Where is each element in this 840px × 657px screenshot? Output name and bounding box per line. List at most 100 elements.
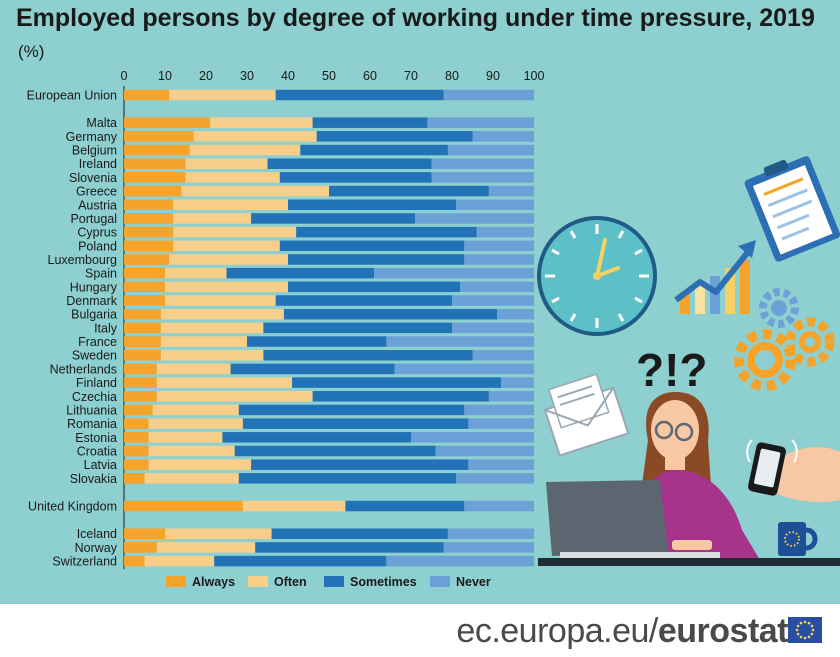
category-label: Czechia	[72, 390, 117, 404]
bar-segment-never	[447, 528, 534, 539]
bar-segment-always	[124, 213, 174, 224]
bar-segment-never	[456, 199, 534, 211]
bar-segment-often	[193, 131, 317, 142]
category-label: Luxembourg	[48, 253, 118, 267]
gear-icon	[734, 288, 835, 391]
x-tick-label: 0	[121, 69, 128, 83]
bar-segment-never	[464, 404, 534, 416]
flag-star	[807, 621, 811, 625]
x-tick-label: 10	[158, 69, 172, 83]
bar-segment-never	[386, 555, 534, 567]
bar-segment-always	[124, 500, 243, 512]
category-label: Romania	[67, 417, 117, 431]
bar-segment-often	[169, 254, 288, 265]
category-label: France	[78, 335, 117, 349]
footer-site: ec.europa.eu/	[456, 612, 658, 650]
bar-segment-always	[124, 158, 186, 169]
bar-segment-often	[181, 185, 329, 197]
bar-segment-sometimes	[279, 240, 465, 252]
bar-segment-never	[488, 391, 534, 402]
bar-segment-never	[452, 322, 534, 334]
bar-segment-often	[152, 404, 239, 416]
legend-swatch	[166, 576, 186, 587]
legend-swatch	[248, 576, 268, 587]
bar-segment-always	[124, 363, 157, 375]
bar-segment-often	[148, 445, 235, 457]
flag-star	[803, 620, 807, 624]
bar-segment-always	[124, 144, 190, 156]
bar-segment-always	[124, 89, 170, 101]
bar-segment-sometimes	[263, 349, 473, 361]
bar-segment-sometimes	[292, 377, 502, 388]
bar-segment-always	[124, 555, 145, 567]
bar-segment-often	[160, 336, 247, 347]
bar-segment-often	[165, 267, 227, 279]
clipboard-icon	[744, 156, 840, 262]
category-label: Iceland	[77, 527, 117, 541]
bar-segment-always	[124, 185, 182, 197]
legend-swatch	[430, 576, 450, 587]
x-tick-label: 60	[363, 69, 377, 83]
x-tick-label: 80	[445, 69, 459, 83]
bar-segment-often	[169, 89, 276, 101]
bar-segment-sometimes	[234, 445, 436, 457]
laptop-icon	[546, 480, 720, 558]
bar-segment-sometimes	[267, 158, 432, 169]
category-label: Norway	[75, 541, 118, 555]
bar-segment-sometimes	[226, 267, 375, 279]
bar-segment-never	[452, 295, 534, 306]
bar-segment-sometimes	[214, 555, 387, 567]
legend: Always Often Sometimes Never	[166, 575, 491, 589]
bar-segment-never	[435, 445, 534, 457]
bar-segment-often	[185, 158, 268, 169]
category-label: Poland	[78, 239, 117, 253]
bar-segment-sometimes	[288, 254, 465, 265]
bar-segment-sometimes	[271, 528, 448, 539]
bar-segment-never	[394, 363, 534, 375]
growth-chart-icon	[674, 240, 756, 314]
bar-segment-never	[476, 226, 534, 238]
legend-label: Always	[192, 575, 235, 589]
x-tick-label: 70	[404, 69, 418, 83]
bar-segment-always	[124, 172, 186, 183]
x-tick-label: 20	[199, 69, 213, 83]
flag-star	[799, 621, 803, 625]
bar-segment-often	[185, 172, 280, 183]
bar-segment-often	[156, 542, 256, 553]
category-label: Italy	[94, 321, 118, 335]
bar-segment-never	[464, 500, 534, 512]
bar-segment-always	[124, 199, 174, 211]
category-label: Belgium	[72, 144, 117, 158]
bar-segment-never	[415, 213, 534, 224]
flag-star	[807, 635, 811, 639]
flag-star	[810, 632, 814, 636]
bar-segment-often	[148, 432, 223, 443]
bar-segment-always	[124, 117, 211, 128]
bar-segment-never	[501, 377, 534, 388]
bar-segment-often	[160, 308, 284, 320]
bar-segment-never	[472, 131, 534, 142]
bar-segment-never	[464, 240, 534, 252]
category-label: Spain	[85, 267, 117, 281]
bar-segment-sometimes	[312, 391, 489, 402]
chart-title: Employed persons by degree of working un…	[16, 4, 815, 32]
bar-segment-often	[189, 144, 301, 156]
x-tick-label: 30	[240, 69, 254, 83]
bar-segment-never	[497, 308, 534, 320]
bar-segment-always	[124, 432, 149, 443]
bar-segment-often	[160, 322, 264, 334]
category-label: Denmark	[66, 294, 117, 308]
desk	[538, 558, 840, 566]
bar-segment-sometimes	[329, 185, 489, 197]
bar-segment-never	[386, 336, 534, 347]
bar-segment-always	[124, 528, 165, 539]
bar-segment-often	[210, 117, 313, 128]
bar-segment-sometimes	[312, 117, 428, 128]
bar-segment-often	[160, 349, 264, 361]
bar-segment-sometimes	[263, 322, 452, 334]
footer-link[interactable]: ec.europa.eu/eurostat	[456, 612, 788, 651]
category-label: Sweden	[72, 349, 117, 363]
category-label: Hungary	[70, 280, 118, 294]
category-label: Latvia	[84, 458, 117, 472]
